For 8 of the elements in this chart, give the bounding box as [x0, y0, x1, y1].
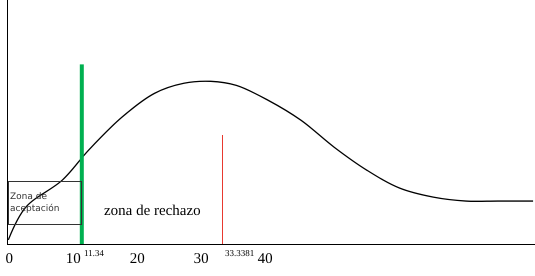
ref-line-label: 11.34 [84, 248, 104, 258]
x-tick-label: 0 [6, 251, 14, 267]
ref-line-label: 33.3381 [225, 248, 254, 258]
x-tick-label: 20 [130, 251, 145, 267]
x-tick-label: 10 [66, 251, 81, 267]
annotation: zona de rechazo [104, 203, 201, 219]
x-tick-label: 40 [258, 251, 273, 267]
x-tick-label: 30 [194, 251, 209, 267]
